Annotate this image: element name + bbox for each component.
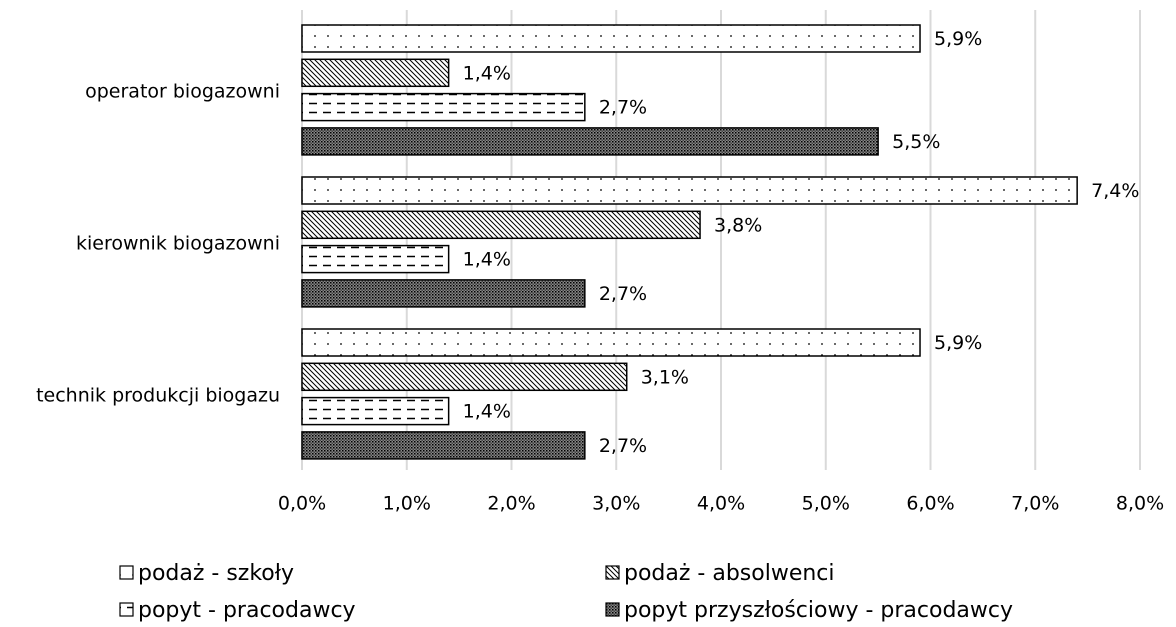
x-tick-label: 1,0%: [383, 493, 431, 515]
x-tick-label: 2,0%: [487, 493, 535, 515]
bar: [301, 58, 450, 88]
legend-swatch: [605, 565, 620, 580]
data-label: 7,4%: [1091, 180, 1139, 202]
data-label: 3,1%: [641, 366, 689, 388]
bar: [301, 176, 1078, 205]
bar: [301, 362, 628, 392]
data-label: 2,7%: [599, 283, 647, 305]
data-label: 1,4%: [463, 62, 511, 84]
legend-label: popyt - pracodawcy: [138, 598, 356, 623]
x-tick-label: 7,0%: [1011, 493, 1059, 515]
legend-label: podaż - szkoły: [138, 561, 294, 586]
x-tick-label: 4,0%: [697, 493, 745, 515]
data-label: 5,9%: [934, 332, 982, 354]
bar: [301, 431, 586, 460]
data-label: 2,7%: [599, 97, 647, 119]
data-label: 2,7%: [599, 435, 647, 457]
x-tick-label: 6,0%: [906, 493, 954, 515]
x-tick-label: 3,0%: [592, 493, 640, 515]
bar: [301, 127, 879, 156]
bar: [301, 24, 921, 53]
data-label: 1,4%: [463, 249, 511, 271]
legend-swatch: [119, 565, 134, 580]
legend-label: popyt przyszłościowy - pracodawcy: [624, 598, 1013, 623]
bar: [301, 279, 586, 308]
bar: [301, 210, 701, 240]
bar: [301, 396, 450, 426]
data-label: 5,9%: [934, 28, 982, 50]
category-label: kierownik biogazowni: [76, 233, 280, 255]
data-label: 5,5%: [892, 131, 940, 153]
x-tick-label: 8,0%: [1116, 493, 1164, 515]
category-label: technik produkcji biogazu: [36, 385, 280, 407]
category-label: operator biogazowni: [85, 81, 280, 103]
legend-swatch: [605, 602, 620, 617]
x-tick-label: 5,0%: [802, 493, 850, 515]
data-label: 3,8%: [714, 214, 762, 236]
x-tick-label: 0,0%: [278, 493, 326, 515]
bar: [301, 244, 450, 274]
legend-swatch: [119, 602, 134, 617]
bar: [301, 92, 586, 122]
legend-label: podaż - absolwenci: [624, 561, 835, 586]
data-label: 1,4%: [463, 401, 511, 423]
bar: [301, 328, 921, 357]
